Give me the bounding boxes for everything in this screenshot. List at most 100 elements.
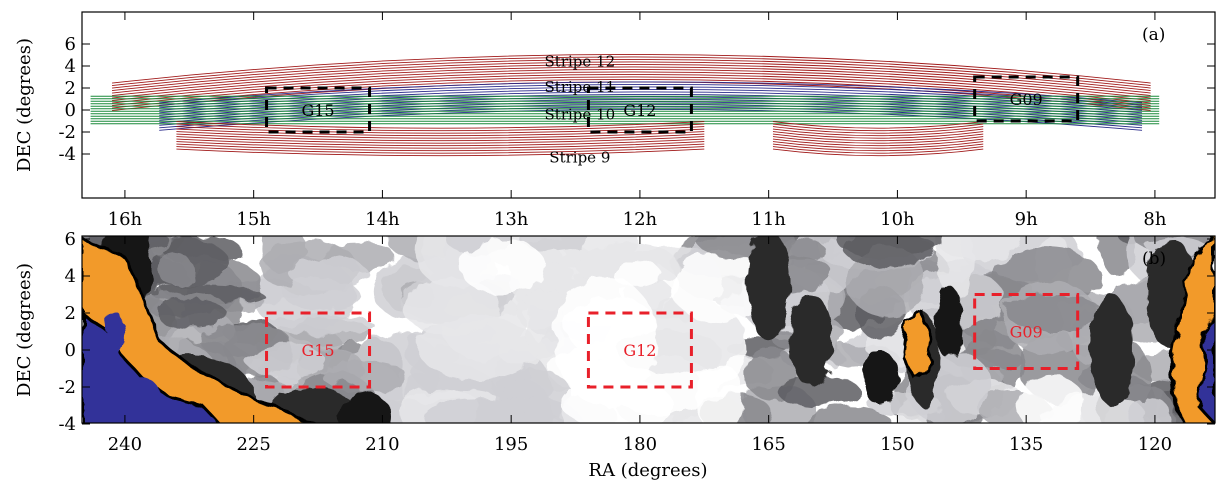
panel-a-frame (81, 11, 1216, 199)
x-tick-label: 11h (751, 209, 786, 230)
density-contour (267, 314, 374, 335)
stripe-line (111, 64, 1151, 94)
stripe-label: Stripe 11 (545, 78, 616, 96)
field-box (973, 75, 1080, 123)
x-tick-label: 16h (108, 209, 143, 230)
density-contour (776, 375, 860, 406)
y-tick-label: -2 (58, 122, 76, 143)
y-tick-label: 4 (65, 266, 76, 287)
density-contour-dark (1090, 294, 1134, 406)
field-label: G12 (623, 101, 656, 120)
density-contour (671, 251, 768, 323)
panel-b-density-map: G15 G12 G09 -4 -2 0 2 4 6 240 225 210 195 180 165 150 1… (14, 229, 1216, 481)
x-tick-label: 240 (108, 434, 142, 455)
panel-a-label: (a) (1142, 25, 1165, 45)
stripe-line (176, 136, 705, 144)
density-contour (1006, 295, 1104, 331)
stripe-line (111, 71, 1151, 101)
stripe-line (772, 136, 984, 144)
density-contour-dark (936, 285, 962, 360)
stripe-line (772, 128, 984, 137)
x-tick-label: 13h (494, 209, 529, 230)
field-box (265, 86, 372, 134)
stripe-line (159, 89, 1143, 111)
field-box (265, 311, 372, 389)
stripe-line (772, 126, 984, 134)
high-density-region (120, 377, 164, 423)
density-contour (473, 397, 527, 423)
stripe-line (772, 133, 984, 142)
density-contour (284, 278, 360, 311)
field-box (973, 293, 1080, 370)
x-tick-label: 225 (236, 434, 270, 455)
panel-b-label: (b) (1142, 249, 1166, 269)
panel-b-field-boxes: G15 G12 G09 (265, 293, 1080, 389)
y-tick-label: 2 (65, 303, 76, 324)
field-label: G09 (1010, 323, 1043, 342)
high-density-region (106, 313, 127, 358)
panel-b-ylabel: DEC (degrees) (14, 263, 35, 397)
density-contour (695, 362, 744, 423)
stripe-line (772, 121, 984, 129)
x-tick-label: 135 (1009, 434, 1043, 455)
stripe-line (176, 138, 705, 147)
field-box (586, 311, 693, 389)
stripe-line (111, 59, 1151, 89)
field-label: G12 (623, 341, 656, 360)
density-contour (936, 236, 975, 296)
y-tick-label: -2 (58, 377, 76, 398)
density-contour (806, 406, 892, 423)
density-contour-dark (747, 236, 791, 341)
y-tick-label: 2 (65, 78, 76, 99)
stripe-line (159, 106, 1143, 129)
stripe-line (159, 84, 1143, 106)
x-tick-label: 14h (365, 209, 400, 230)
stripe-line (176, 123, 705, 132)
density-contour-dark (790, 294, 834, 387)
panel-b-ticks: -4 -2 0 2 4 6 240 225 210 195 180 165 150 135 120 (58, 229, 1215, 455)
high-density-region (189, 412, 215, 423)
high-density-region (900, 310, 934, 380)
stripe-line (176, 133, 705, 142)
y-tick-label: 6 (65, 34, 76, 55)
stripe-line (176, 148, 705, 157)
stripe-line (176, 141, 705, 149)
y-tick-label: -4 (58, 144, 76, 165)
density-contour-dark (863, 350, 898, 406)
panel-a-ylabel: DEC (degrees) (14, 38, 35, 172)
x-tick-label: 8h (1143, 209, 1166, 230)
stripe-line (176, 126, 705, 134)
stripe-line (159, 96, 1143, 119)
x-tick-label: 10h (880, 209, 915, 230)
stripe-line (772, 146, 984, 154)
density-contour (156, 299, 227, 329)
high-density-region (1196, 310, 1215, 423)
panel-a-field-boxes: G15 G12 G09 (265, 75, 1080, 134)
stripe-labels: Stripe 12 Stripe 11 Stripe 10 Stripe 9 (545, 53, 616, 167)
density-contour (1017, 375, 1087, 423)
density-contour (459, 239, 546, 295)
stripe-line (176, 143, 705, 152)
stripe-line (772, 148, 984, 157)
density-contour (612, 261, 662, 287)
stripe-line (111, 79, 1151, 109)
stripe-line (159, 94, 1143, 116)
stripe-label: Stripe 12 (545, 53, 616, 71)
stripe-lines (90, 54, 1160, 157)
x-tick-label: 210 (365, 434, 399, 455)
y-tick-label: 0 (65, 340, 76, 361)
x-tick-label: 165 (751, 434, 785, 455)
y-tick-label: 0 (65, 100, 76, 121)
y-tick-label: -4 (58, 414, 76, 435)
stripe-label: Stripe 9 (549, 148, 610, 166)
stripe-line (159, 91, 1143, 114)
density-contour (403, 278, 500, 336)
stripe-line (111, 66, 1151, 96)
x-tick-label: 195 (494, 434, 528, 455)
stripe-line (772, 131, 984, 139)
stripe-line (159, 101, 1143, 124)
y-tick-label: 6 (65, 229, 76, 250)
